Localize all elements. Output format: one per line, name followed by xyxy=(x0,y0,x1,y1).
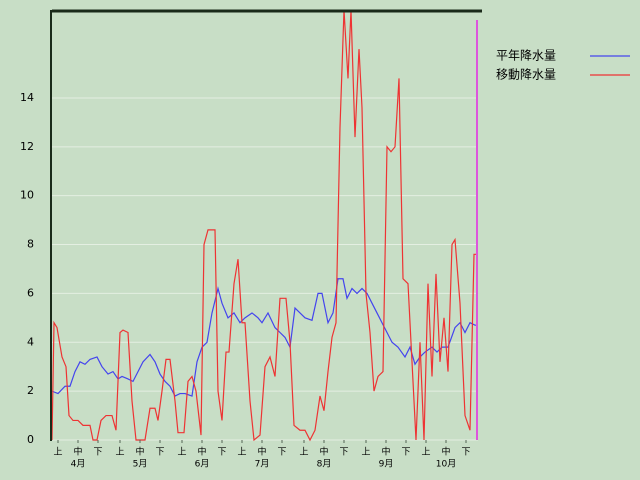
x-tick-label: 上 xyxy=(299,447,308,458)
legend-label: 平年降水量 xyxy=(496,49,556,63)
x-tick-label: 上 xyxy=(115,447,124,458)
legend-label: 移動降水量 xyxy=(496,68,556,82)
y-tick-label: 0 xyxy=(27,433,34,446)
x-tick-label: 上 xyxy=(237,447,246,458)
grid xyxy=(52,97,478,441)
x-tick-label: 中 xyxy=(73,446,82,458)
y-tick-label: 10 xyxy=(20,189,34,202)
x-tick-label: 中 xyxy=(319,446,328,458)
month-label: 9月 xyxy=(379,459,394,470)
series-line xyxy=(52,10,478,442)
month-label: 4月 xyxy=(71,459,86,470)
y-tick-label: 4 xyxy=(27,335,34,348)
month-label: 7月 xyxy=(255,459,270,470)
x-tick-label: 下 xyxy=(93,448,102,458)
y-tick-label: 14 xyxy=(20,91,34,104)
x-tick-label: 上 xyxy=(53,447,62,458)
x-tick-label: 中 xyxy=(197,446,206,458)
x-tick-label: 下 xyxy=(339,448,348,458)
series-line xyxy=(52,278,478,397)
plot-area xyxy=(52,10,478,442)
y-tick-label: 2 xyxy=(27,384,34,397)
y-tick-label: 6 xyxy=(27,286,34,299)
x-tick-label: 中 xyxy=(441,446,450,458)
month-label: 6月 xyxy=(195,459,210,470)
month-label: 5月 xyxy=(133,459,148,470)
month-label: 8月 xyxy=(317,459,332,470)
x-tick-label: 上 xyxy=(421,447,430,458)
x-tick-label: 上 xyxy=(177,447,186,458)
x-tick-label: 下 xyxy=(155,448,164,458)
month-label: 10月 xyxy=(436,459,456,470)
y-tick-label: 8 xyxy=(27,238,34,251)
x-tick-label: 下 xyxy=(277,448,286,458)
x-tick-label: 中 xyxy=(381,446,390,458)
x-tick-label: 下 xyxy=(461,448,470,458)
y-tick-label: 12 xyxy=(20,140,34,153)
x-tick-label: 中 xyxy=(135,446,144,458)
x-tick-label: 下 xyxy=(217,448,226,458)
x-tick-label: 中 xyxy=(257,446,266,458)
x-tick-label: 下 xyxy=(401,448,410,458)
x-tick-label: 上 xyxy=(361,447,370,458)
